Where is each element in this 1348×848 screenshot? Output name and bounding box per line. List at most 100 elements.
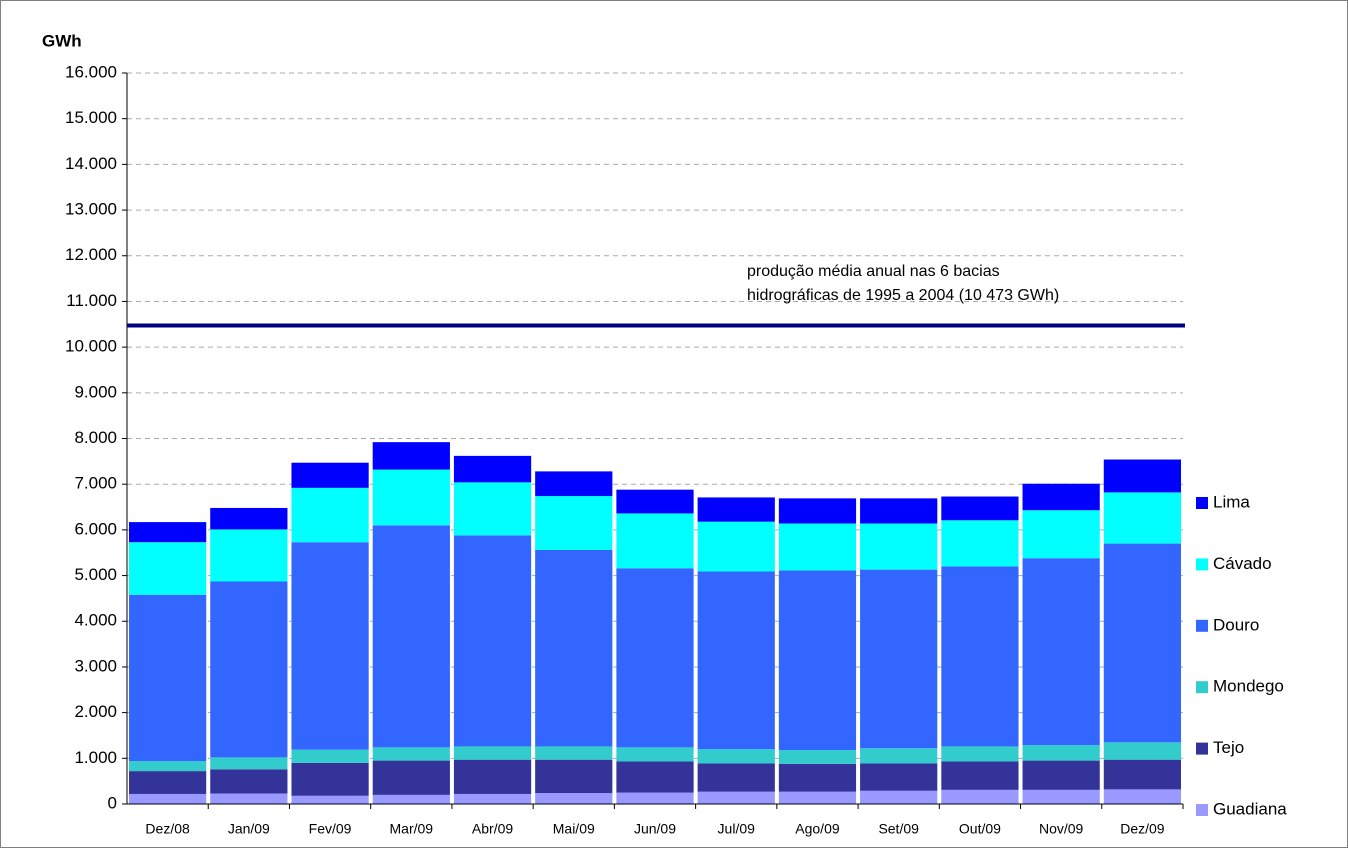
- y-tick-label: 0: [108, 793, 117, 812]
- y-tick-label: 2.000: [74, 702, 117, 721]
- annotation: produção média anual nas 6 bacias: [747, 263, 1000, 280]
- legend-label: Lima: [1213, 492, 1250, 511]
- legend-swatch: [1196, 558, 1208, 571]
- x-tick-label: Jun/09: [634, 821, 676, 837]
- bar-segment: [1103, 742, 1181, 760]
- bar-segment: [291, 795, 369, 804]
- x-tick-label: Jan/09: [228, 821, 270, 837]
- legend-swatch: [1196, 681, 1208, 694]
- bar-segment: [210, 757, 288, 770]
- bar-segment: [1022, 760, 1100, 790]
- bar-segment: [697, 497, 775, 522]
- bar-segment: [210, 793, 288, 804]
- bar-segment: [129, 793, 207, 804]
- bar-segment: [291, 762, 369, 796]
- bar-segment: [535, 746, 613, 760]
- bar-segment: [941, 789, 1019, 804]
- legend-label: Cávado: [1213, 554, 1272, 573]
- bar-segment: [210, 529, 288, 582]
- y-tick-label: 9.000: [74, 382, 117, 401]
- y-tick-label: 3.000: [74, 656, 117, 675]
- bar-segment: [941, 520, 1019, 567]
- y-axis-title: GWh: [42, 31, 82, 50]
- bar-segment: [535, 793, 613, 804]
- bar-segment: [129, 542, 207, 595]
- bar-segment: [453, 759, 532, 794]
- bar-segment: [616, 568, 694, 748]
- bar-segment: [372, 442, 450, 470]
- bar-segment: [453, 482, 532, 536]
- bar-segment: [372, 747, 450, 761]
- bar-segment: [1103, 789, 1181, 804]
- bar-segment: [941, 761, 1019, 790]
- legend-label: Tejo: [1213, 738, 1244, 757]
- bar-segment: [860, 748, 938, 764]
- bar-segment: [1022, 510, 1100, 559]
- legend-swatch: [1196, 619, 1208, 632]
- x-tick-label: Jul/09: [718, 821, 756, 837]
- bar-segment: [941, 566, 1019, 747]
- x-tick-label: Dez/09: [1120, 821, 1165, 837]
- bar-segment: [372, 525, 450, 748]
- x-tick-label: Set/09: [878, 821, 919, 837]
- legend-label: Guadiana: [1213, 799, 1287, 818]
- bar-segment: [372, 760, 450, 795]
- bar-segment: [535, 496, 613, 550]
- bar-segment: [453, 535, 532, 747]
- bar-segment: [1103, 759, 1181, 790]
- bar-segment: [1022, 745, 1100, 761]
- bar-segment: [129, 522, 207, 543]
- y-tick-label: 14.000: [65, 154, 117, 173]
- y-tick-label: 10.000: [65, 337, 117, 356]
- bar-segment: [129, 771, 207, 794]
- bar-segment: [941, 746, 1019, 762]
- y-tick-label: 11.000: [66, 291, 117, 310]
- bar-segment: [535, 759, 613, 794]
- bar-segment: [860, 523, 938, 570]
- bar-segment: [616, 513, 694, 569]
- bar-segment: [535, 549, 613, 747]
- bar-segment: [1103, 459, 1181, 493]
- legend-swatch: [1196, 804, 1208, 816]
- bar-segment: [129, 761, 207, 772]
- x-tick-label: Mar/09: [390, 821, 434, 837]
- bar-segment: [778, 750, 857, 764]
- bar-segment: [291, 487, 369, 543]
- bar-segment: [453, 455, 532, 483]
- bar-segment: [535, 471, 613, 497]
- bar-segment: [291, 542, 369, 750]
- y-tick-label: 13.000: [65, 200, 117, 219]
- y-tick-label: 6.000: [74, 519, 117, 538]
- bar-segment: [129, 594, 207, 762]
- y-tick-label: 7.000: [74, 474, 117, 493]
- legend-swatch: [1196, 742, 1208, 755]
- x-tick-label: Ago/09: [795, 821, 840, 837]
- bar-segment: [778, 523, 857, 571]
- bar-segment: [1022, 558, 1100, 746]
- bar-segment: [1103, 492, 1181, 544]
- bar-segment: [210, 581, 288, 758]
- bar-segment: [1103, 543, 1181, 743]
- bar-segment: [372, 469, 450, 526]
- legend-label: Mondego: [1213, 677, 1284, 696]
- x-tick-label: Out/09: [959, 821, 1001, 837]
- bar-segment: [778, 498, 857, 524]
- bar-segment: [372, 794, 450, 804]
- bar-segment: [616, 747, 694, 762]
- y-tick-label: 12.000: [65, 245, 117, 264]
- bar-segment: [860, 790, 938, 804]
- bar-segment: [697, 521, 775, 572]
- bar-segment: [291, 749, 369, 763]
- legend-label: Douro: [1213, 615, 1259, 634]
- bar-segment: [778, 791, 857, 804]
- bar-segment: [291, 462, 369, 488]
- y-tick-label: 5.000: [74, 565, 117, 584]
- y-tick-label: 1.000: [74, 748, 117, 767]
- y-tick-label: 15.000: [65, 108, 117, 127]
- bar-segment: [1022, 789, 1100, 804]
- x-tick-label: Mai/09: [553, 821, 595, 837]
- x-tick-label: Abr/09: [472, 821, 513, 837]
- bar-segment: [453, 746, 532, 760]
- bar-segment: [210, 769, 288, 794]
